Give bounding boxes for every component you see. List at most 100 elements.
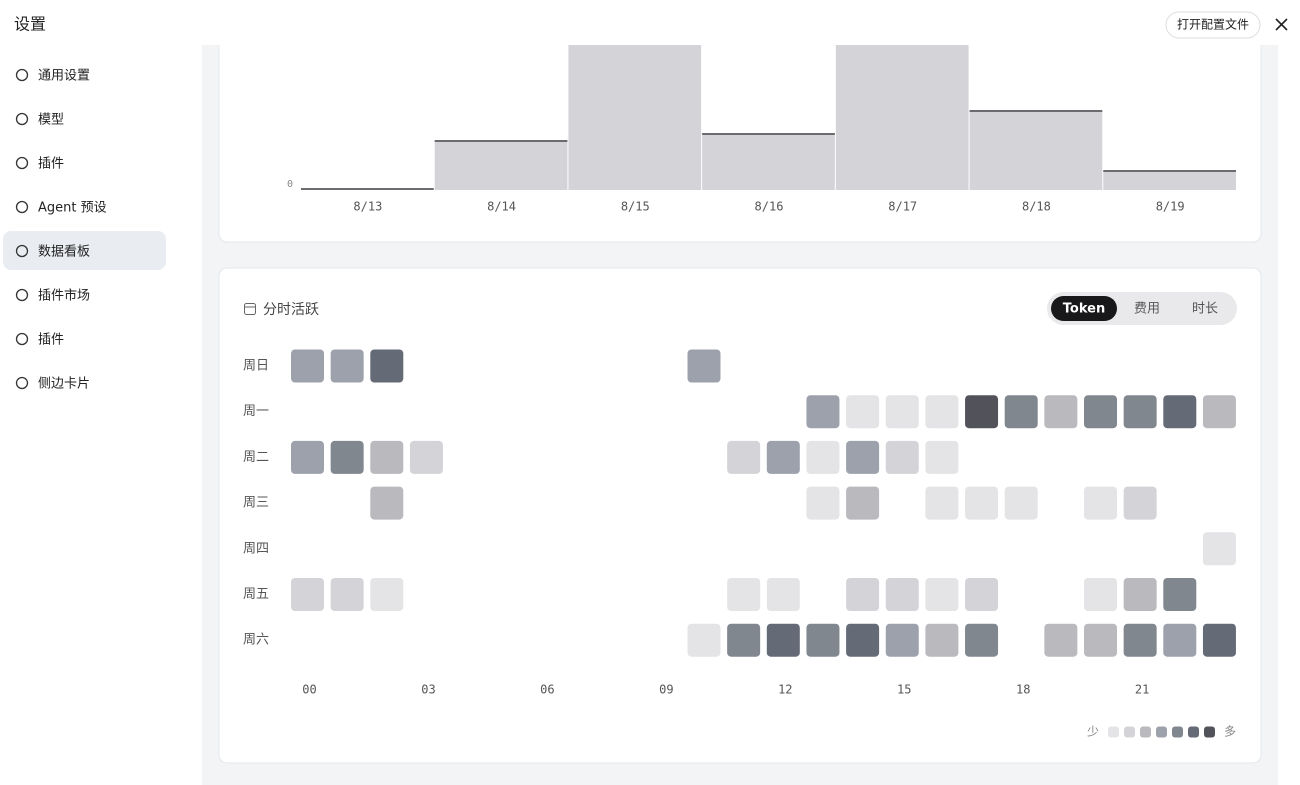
heat-cell <box>767 395 800 428</box>
legend-swatch <box>1140 726 1151 738</box>
tab[interactable]: 时长 <box>1192 302 1218 317</box>
heat-cell <box>648 487 681 520</box>
heat-cell <box>1005 624 1038 657</box>
heat-cell <box>688 487 721 520</box>
sidebar-item[interactable]: 侧边卡片 <box>38 377 90 392</box>
heat-cell <box>1203 350 1236 383</box>
sidebar-item[interactable]: 数据看板 <box>38 244 90 260</box>
x-tick-label: 8/19 <box>1156 200 1185 214</box>
x-tick-label: 8/15 <box>621 200 650 214</box>
heat-cell <box>806 578 839 611</box>
heat-cell <box>648 578 681 611</box>
sidebar-item[interactable]: 通用设置 <box>38 69 90 84</box>
sidebar-icon <box>15 288 29 302</box>
heat-cell <box>569 624 602 657</box>
heat-cell <box>608 532 641 565</box>
row-label: 周五 <box>243 587 269 602</box>
heat-cell <box>965 395 999 429</box>
row-label: 周六 <box>243 633 269 648</box>
heat-cell <box>1044 487 1077 520</box>
heat-cell <box>965 532 998 565</box>
sidebar-item[interactable]: 插件 <box>38 333 64 348</box>
heat-cell <box>569 578 602 611</box>
heat-cell <box>410 578 443 611</box>
heat-cell <box>1044 441 1077 474</box>
tab[interactable]: Token <box>1063 302 1105 317</box>
heat-cell <box>965 486 999 520</box>
heat-cell <box>965 441 998 474</box>
legend-swatch <box>1156 726 1167 738</box>
hour-label: 15 <box>897 683 911 697</box>
heat-cell <box>291 440 324 474</box>
heat-cell <box>1044 623 1078 657</box>
heat-cell <box>1084 578 1117 611</box>
heat-cell <box>727 623 761 657</box>
tab-active-bg[interactable] <box>1051 296 1117 321</box>
sidebar-item[interactable]: 插件 <box>38 157 64 172</box>
heat-cell <box>925 395 959 429</box>
y-tick-label: 0 <box>287 179 293 190</box>
hour-label: 00 <box>302 683 316 697</box>
heat-cell <box>766 623 800 657</box>
heat-cell <box>608 578 641 611</box>
header-bg <box>0 0 1300 45</box>
heat-cell <box>886 487 919 520</box>
sidebar-item[interactable]: Agent 预设 <box>38 201 107 216</box>
heat-cell <box>766 440 800 474</box>
heat-cell <box>370 624 403 657</box>
hour-label: 21 <box>1135 683 1149 697</box>
row-label: 周三 <box>243 496 269 511</box>
heat-cell <box>885 395 919 429</box>
sidebar-icon <box>15 200 29 214</box>
heat-cell <box>925 623 959 657</box>
heat-cell <box>450 441 483 474</box>
heat-cell <box>1084 486 1117 520</box>
tab[interactable]: 费用 <box>1134 302 1160 317</box>
sidebar-item[interactable]: 模型 <box>38 113 64 128</box>
heat-cell <box>370 578 404 611</box>
heat-cell <box>687 623 721 657</box>
heat-cell <box>608 624 641 657</box>
heat-cell <box>1005 350 1038 383</box>
legend-swatch <box>1188 726 1199 738</box>
open-config-label[interactable]: 打开配置文件 <box>1177 17 1249 32</box>
row-label: 周四 <box>243 541 269 556</box>
x-tick-label: 8/16 <box>755 200 784 214</box>
heat-cell <box>1124 532 1157 565</box>
heat-cell <box>450 487 483 520</box>
legend-swatch <box>1172 726 1183 738</box>
heat-cell <box>608 395 641 428</box>
heat-cell <box>767 532 800 565</box>
row-label: 周一 <box>243 404 269 419</box>
heat-cell <box>1124 350 1157 383</box>
heat-cell <box>569 395 602 428</box>
heat-cell <box>569 532 602 565</box>
heat-cell <box>529 487 562 520</box>
heat-cell <box>331 395 364 428</box>
heat-cell <box>370 395 403 428</box>
heat-cell <box>489 395 522 428</box>
calendar-icon <box>244 303 256 315</box>
heat-cell <box>886 350 919 383</box>
heat-cell <box>688 441 721 474</box>
heat-cell <box>846 486 880 520</box>
close-button[interactable] <box>1275 18 1288 31</box>
heat-cell <box>450 395 483 428</box>
heat-cell <box>925 578 959 611</box>
heat-cell <box>1163 623 1197 657</box>
open-config-button[interactable] <box>1165 11 1261 39</box>
heat-cell <box>846 395 880 429</box>
bar <box>434 140 568 190</box>
heat-cell <box>1203 578 1236 611</box>
bar <box>835 45 969 190</box>
heat-cell <box>806 440 840 474</box>
heatmap-title: 分时活跃 <box>263 302 319 318</box>
heat-cell <box>331 532 364 565</box>
heat-cell <box>608 487 641 520</box>
heat-cell <box>965 578 999 611</box>
sidebar-item[interactable]: 插件市场 <box>38 288 90 304</box>
heat-cell <box>370 486 404 520</box>
hour-label: 12 <box>778 683 792 697</box>
heat-cell <box>1084 441 1117 474</box>
